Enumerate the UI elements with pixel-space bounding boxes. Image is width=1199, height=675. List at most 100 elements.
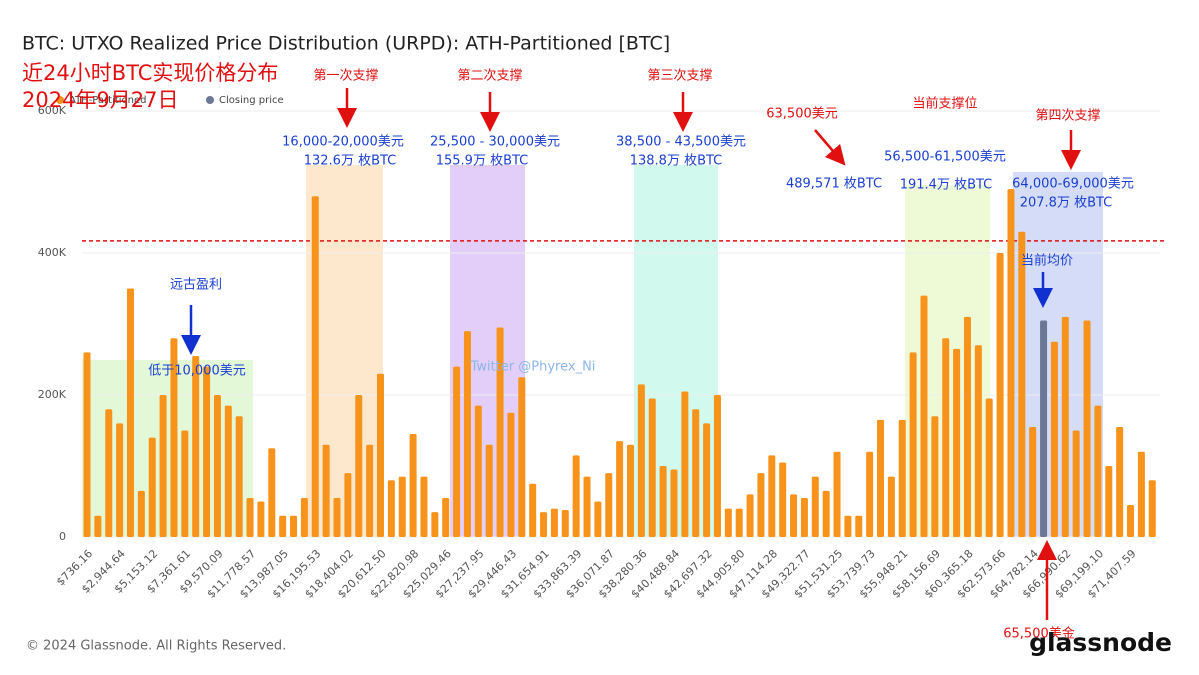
bar <box>442 497 450 537</box>
bar <box>148 437 156 537</box>
bar <box>942 338 950 537</box>
bar <box>746 494 754 537</box>
bar <box>485 444 493 537</box>
bar <box>963 316 971 537</box>
bar <box>953 348 961 537</box>
bar <box>670 469 678 537</box>
bar <box>790 494 798 537</box>
bar <box>931 416 939 537</box>
bar <box>713 395 721 537</box>
bar <box>1083 320 1091 537</box>
legend: ATH-Partitioned Closing price <box>56 95 284 106</box>
bar <box>496 327 504 537</box>
bar <box>235 416 243 537</box>
bar <box>203 366 211 537</box>
annotation: 16,000-20,000美元 <box>282 135 404 150</box>
annotation: 第一次支撑 <box>313 68 378 84</box>
bar <box>583 476 591 537</box>
annotation: Twitter @Phyrex_Ni <box>470 360 596 375</box>
bar <box>1050 341 1058 537</box>
bar <box>224 405 232 537</box>
bar <box>246 497 254 537</box>
bar <box>1007 189 1015 537</box>
overlay-date: 2024年9月27日 <box>22 88 179 112</box>
bar <box>833 451 841 537</box>
annotation: 138.8万 枚BTC <box>630 154 723 169</box>
bar <box>126 288 134 537</box>
bar <box>463 331 471 537</box>
bar <box>757 473 765 537</box>
arrow <box>814 129 846 166</box>
bar <box>1127 505 1135 537</box>
bar <box>540 512 548 537</box>
annotation: 207.8万 枚BTC <box>1020 196 1113 211</box>
annotation: 56,500-61,500美元 <box>884 150 1006 165</box>
bar <box>366 444 374 537</box>
bar <box>985 398 993 537</box>
bar <box>735 508 743 537</box>
bar <box>616 441 624 537</box>
bar <box>1116 426 1124 537</box>
bar <box>1137 451 1145 537</box>
bar <box>692 409 700 537</box>
bar <box>779 462 787 537</box>
bar <box>105 409 113 537</box>
bar <box>170 338 178 537</box>
annotation: 低于10,000美元 <box>148 364 246 379</box>
bar <box>518 377 526 537</box>
bar <box>322 444 330 537</box>
bar <box>1061 316 1069 537</box>
annotation: 155.9万 枚BTC <box>436 154 529 169</box>
bar <box>974 345 982 537</box>
bar <box>1105 466 1113 537</box>
bar <box>887 476 895 537</box>
legend-label: ATH-Partitioned <box>69 95 146 106</box>
bar <box>398 476 406 537</box>
bar <box>474 405 482 537</box>
bar <box>300 497 308 537</box>
annotation: 65,500美金 <box>1003 626 1075 642</box>
bar <box>137 490 145 537</box>
bar <box>561 510 569 537</box>
bar <box>355 395 363 537</box>
bar <box>822 490 830 537</box>
bar <box>855 515 863 537</box>
bar <box>550 508 558 537</box>
bar <box>376 373 384 537</box>
y-tick-label: 600K <box>38 104 67 117</box>
bar <box>213 395 221 537</box>
legend-marker <box>56 96 64 104</box>
bar <box>877 419 885 537</box>
bar <box>387 480 395 537</box>
annotation: 第三次支撑 <box>647 68 712 84</box>
annotation: 63,500美元 <box>766 107 838 122</box>
bar <box>866 451 874 537</box>
bar <box>648 398 656 537</box>
bar <box>996 253 1004 537</box>
y-tick-label: 200K <box>38 388 67 401</box>
bar <box>83 352 91 537</box>
annotation: 132.6万 枚BTC <box>304 154 397 169</box>
legend-label: Closing price <box>219 95 284 106</box>
bar <box>1018 231 1026 537</box>
bar <box>420 476 428 537</box>
bar <box>1040 320 1048 537</box>
bar <box>572 455 580 537</box>
annotation: 远古盈利 <box>170 278 222 293</box>
brand-logo: glassnode <box>1029 628 1172 657</box>
bar <box>333 497 341 537</box>
bar <box>1094 405 1102 537</box>
bar <box>800 497 808 537</box>
bar <box>1148 480 1156 537</box>
bar <box>659 466 667 537</box>
bar <box>920 295 928 537</box>
highlight-regions <box>82 165 1103 537</box>
overlay-title: 近24小时BTC实现价格分布 <box>22 61 278 85</box>
bar <box>909 352 917 537</box>
y-tick-label: 0 <box>59 530 66 543</box>
bar <box>703 423 711 537</box>
bar <box>181 430 189 537</box>
bars <box>83 189 1156 537</box>
